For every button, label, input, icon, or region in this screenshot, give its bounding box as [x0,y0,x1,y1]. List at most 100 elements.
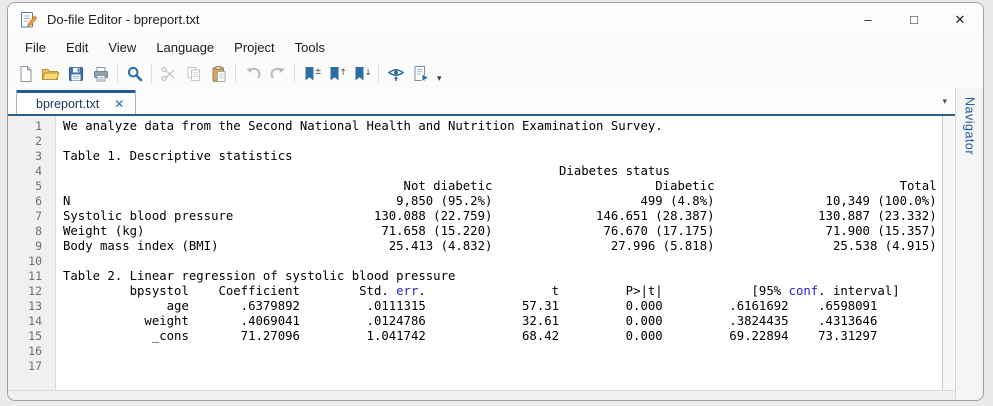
line-numbers: 1 2 3 4 5 6 7 8 9 10 11 12 13 14 15 16 17 [8,116,56,390]
menu-bar: File Edit View Language Project Tools [8,36,983,59]
printer-icon [93,66,108,81]
paste-icon [212,65,225,82]
minimize-button[interactable]: – [864,12,872,27]
redo-icon [270,67,285,79]
code-line: weight .4069041 .0124786 32.61 0.000 .38… [63,314,878,328]
line-number: 2 [35,134,42,148]
do-file-editor-window: Do-file Editor - bpreport.txt – □ ✕ File… [7,2,984,401]
menu-file[interactable]: File [25,40,46,55]
line-number: 11 [28,269,42,283]
menu-project[interactable]: Project [234,40,275,55]
tab-close-icon[interactable]: ✕ [114,96,125,111]
open-folder-icon [42,68,60,80]
toolbar-separator [235,64,236,83]
line-number: 15 [28,329,42,343]
vertical-scrollbar[interactable] [942,116,955,390]
code-line: Systolic blood pressure 130.088 (22.759)… [63,209,937,223]
line-number: 10 [28,254,42,268]
bookmark-down-icon: ↓ [355,66,372,80]
cut-button[interactable] [156,61,181,86]
execute-do-button[interactable] [408,61,433,86]
line-number: 8 [35,224,42,238]
menu-language[interactable]: Language [156,40,215,55]
code-line: Not diabetic Diabetic Total [63,179,937,193]
close-button[interactable]: ✕ [954,11,966,27]
bookmark-plus-minus-icon: ± [305,66,322,80]
new-file-icon [20,65,31,82]
toolbar-separator [151,64,152,83]
line-number: 7 [35,209,42,223]
code-line [63,254,942,269]
code-line: Diabetes status [63,164,671,178]
svg-text:±: ± [315,67,322,77]
code-line [63,344,942,359]
editor-frame-line [8,114,955,116]
menu-view[interactable]: View [108,40,137,55]
main-area: bpreport.txt ✕ ▾ 1 2 3 4 5 6 7 8 9 10 11 12 13 14 15 16… [8,88,983,400]
line-number: 16 [28,344,42,358]
undo-icon [245,67,260,79]
undo-button[interactable] [240,61,265,86]
bookmark-previous-button[interactable]: ↑ [324,61,349,86]
line-number: 13 [28,299,42,313]
bookmark-toggle-button[interactable]: ± [299,61,324,86]
tab-list-dropdown-icon[interactable]: ▾ [942,95,947,106]
toolbar-separator [117,64,118,83]
open-file-button[interactable] [38,61,63,86]
menu-tools[interactable]: Tools [294,40,325,55]
eye-icon [387,68,404,81]
code-lines[interactable]: We analyze data from the Second National… [56,116,942,390]
line-number: 14 [28,314,42,328]
bookmark-next-button[interactable]: ↓ [349,61,374,86]
code-line: Body mass index (BMI) 25.413 (4.832) 27.… [63,239,937,253]
code-line: We analyze data from the Second National… [63,119,663,133]
line-number: 3 [35,149,42,163]
line-number: 6 [35,194,42,208]
line-number: 1 [35,119,42,133]
maximize-button[interactable]: □ [910,12,918,27]
preview-button[interactable] [383,61,408,86]
svg-text:↓: ↓ [365,68,372,78]
menu-edit[interactable]: Edit [65,40,89,55]
editor[interactable]: 1 2 3 4 5 6 7 8 9 10 11 12 13 14 15 16 17 We analyze dat… [8,116,955,390]
find-button[interactable] [122,61,147,86]
code-line: bpsystol Coefficient Std. err. t P>|t| [… [63,284,900,298]
tab-bar: bpreport.txt ✕ ▾ [8,88,955,114]
code-line: N 9,850 (95.2%) 499 (4.8%) 10,349 (100.0… [63,194,937,208]
line-number: 17 [28,359,42,373]
toolbar-separator [294,64,295,83]
do-file-editor-icon [20,11,38,29]
line-number: 5 [35,179,42,193]
save-file-button[interactable] [63,61,88,86]
line-number: 4 [35,164,42,178]
code-line: age .6379892 .0111315 57.31 0.000 .61616… [63,299,878,313]
code-line [63,134,942,149]
horizontal-scrollbar[interactable] [8,390,955,400]
bookmark-up-icon: ↑ [330,66,347,80]
scissors-icon [160,66,175,81]
save-floppy-icon [68,66,83,81]
code-line: Weight (kg) 71.658 (15.220) 76.670 (17.1… [63,224,937,238]
toolbar: ± ↑ ↓ [8,59,983,88]
line-number: 12 [28,284,42,298]
search-icon [127,66,142,81]
svg-text:↑: ↑ [340,68,347,78]
run-do-file-icon [414,65,429,82]
new-file-button[interactable] [13,61,38,86]
navigator-label: Navigator [962,97,977,155]
code-line: Table 1. Descriptive statistics [63,149,293,163]
copy-button[interactable] [181,61,206,86]
code-line [63,359,942,374]
line-number: 9 [35,239,42,253]
tab-bpreport[interactable]: bpreport.txt ✕ [16,90,137,114]
paste-button[interactable] [206,61,231,86]
print-button[interactable] [88,61,113,86]
code-line: _cons 71.27096 1.041742 68.42 0.000 69.2… [63,329,878,343]
navigator-panel-tab[interactable]: Navigator [955,88,983,400]
code-line: Table 2. Linear regression of systolic b… [63,269,456,283]
title-bar: Do-file Editor - bpreport.txt – □ ✕ [8,3,983,36]
execute-do-menu-caret[interactable]: ▾ [437,73,442,83]
copy-icon [187,66,200,81]
redo-button[interactable] [265,61,290,86]
tab-label: bpreport.txt [36,96,100,111]
